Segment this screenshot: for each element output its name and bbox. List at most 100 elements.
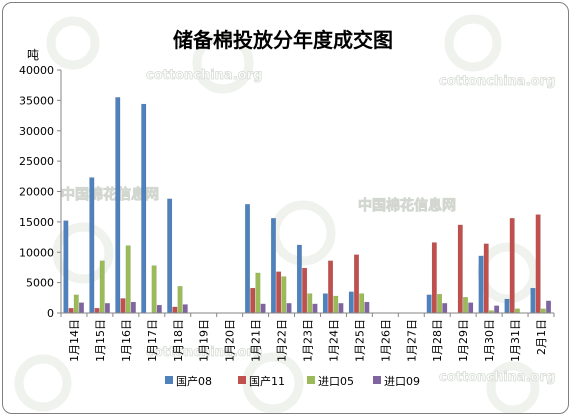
series-2 bbox=[68, 214, 541, 314]
watermarks: cottonchina.org cottonchina.org 中国棉花信息网 … bbox=[61, 68, 556, 386]
y-axis-unit-label: 吨 bbox=[27, 48, 39, 62]
x-tick-label: 1月27日 bbox=[405, 319, 418, 362]
x-tick-label: 1月24日 bbox=[327, 319, 340, 362]
watermark: cottonchina.org bbox=[146, 68, 262, 83]
legend-swatch bbox=[373, 376, 381, 384]
bar bbox=[255, 272, 261, 314]
bar bbox=[286, 303, 292, 314]
bar bbox=[63, 220, 69, 314]
x-tick-label: 1月28日 bbox=[431, 319, 444, 362]
bar bbox=[312, 303, 318, 314]
y-tick-label: 25000 bbox=[19, 155, 54, 168]
bar bbox=[276, 271, 282, 314]
bar bbox=[245, 204, 251, 314]
bar bbox=[120, 298, 126, 314]
bar bbox=[281, 276, 287, 314]
bar bbox=[514, 308, 520, 314]
bar bbox=[73, 294, 79, 314]
legend-item: 国产08 bbox=[165, 374, 212, 388]
series-1 bbox=[63, 97, 536, 314]
bar bbox=[156, 304, 162, 314]
bar bbox=[348, 291, 354, 314]
bar bbox=[250, 287, 256, 314]
x-tick-label: 2月1日 bbox=[535, 319, 548, 355]
y-axis: 0 5000 10000 15000 20000 25000 30000 35000 40000 bbox=[19, 64, 61, 320]
bar bbox=[68, 307, 74, 314]
bar bbox=[540, 308, 546, 314]
bar bbox=[442, 303, 448, 314]
bar bbox=[130, 301, 136, 314]
series-3 bbox=[73, 245, 546, 314]
bar bbox=[302, 267, 308, 314]
bar bbox=[115, 97, 121, 314]
legend-item: 进口05 bbox=[307, 375, 354, 388]
bar bbox=[364, 301, 370, 314]
watermark: cottonchina.org bbox=[439, 370, 555, 385]
bar bbox=[141, 103, 147, 314]
bar bbox=[333, 295, 339, 314]
bar bbox=[99, 260, 105, 314]
legend: 国产08 国产11 进口05 进口09 bbox=[165, 374, 420, 388]
bar bbox=[78, 302, 84, 314]
bar bbox=[182, 304, 188, 314]
watermark: 中国棉花信息网 bbox=[358, 197, 456, 214]
legend-label: 进口05 bbox=[318, 375, 354, 388]
bar bbox=[172, 306, 178, 314]
bar bbox=[260, 303, 266, 314]
legend-swatch bbox=[238, 376, 246, 384]
x-axis: 1月14日 1月15日 1月16日 1月17日 1月18日 1月19日 1月20日 1月21日… bbox=[68, 319, 548, 362]
bar bbox=[307, 293, 313, 314]
bar bbox=[468, 302, 474, 314]
bar bbox=[125, 245, 131, 314]
legend-item: 进口09 bbox=[373, 375, 420, 388]
x-tick-label: 1月22日 bbox=[276, 319, 289, 362]
bar bbox=[494, 305, 500, 314]
y-tick-label: 10000 bbox=[19, 246, 54, 259]
bar bbox=[546, 300, 552, 314]
bar bbox=[322, 293, 328, 314]
x-tick-label: 1月16日 bbox=[120, 319, 133, 362]
bar bbox=[431, 242, 437, 314]
bar bbox=[94, 307, 100, 314]
y-tick-label: 40000 bbox=[19, 64, 54, 77]
y-tick-label: 30000 bbox=[19, 125, 54, 138]
bar bbox=[530, 287, 536, 314]
x-tick-label: 1月20日 bbox=[224, 319, 237, 362]
legend-swatch bbox=[165, 376, 173, 384]
x-tick-label: 1月19日 bbox=[198, 319, 211, 362]
bar bbox=[359, 293, 365, 314]
bar bbox=[296, 244, 302, 314]
bar bbox=[478, 255, 484, 314]
bar bbox=[151, 265, 157, 314]
bar bbox=[167, 198, 173, 314]
x-tick-label: 1月14日 bbox=[68, 319, 81, 362]
bar bbox=[353, 254, 359, 314]
y-tick-label: 0 bbox=[47, 307, 54, 320]
legend-label: 进口09 bbox=[384, 375, 420, 388]
chart-svg: cottonchina.org cottonchina.org 中国棉花信息网 … bbox=[14, 14, 556, 413]
bar bbox=[483, 243, 489, 314]
x-tick-label: 1月31日 bbox=[509, 319, 522, 362]
bar bbox=[426, 294, 432, 314]
x-tick-label: 1月18日 bbox=[172, 319, 185, 362]
legend-swatch bbox=[307, 376, 315, 384]
bar bbox=[457, 224, 463, 314]
y-tick-label: 20000 bbox=[19, 186, 54, 199]
x-tick-label: 1月26日 bbox=[379, 319, 392, 362]
legend-label: 国产11 bbox=[249, 374, 285, 388]
x-tick-label: 1月17日 bbox=[146, 319, 159, 362]
x-tick-label: 1月23日 bbox=[302, 319, 315, 362]
watermark: cottonchina.org bbox=[439, 74, 555, 89]
bar bbox=[504, 298, 510, 314]
bar bbox=[270, 218, 276, 314]
watermark: 中国棉花信息网 bbox=[61, 186, 159, 203]
bar bbox=[535, 214, 541, 314]
x-tick-label: 1月30日 bbox=[483, 319, 496, 362]
y-tick-label: 15000 bbox=[19, 216, 54, 229]
bar bbox=[462, 297, 468, 314]
bar bbox=[104, 303, 110, 314]
legend-label: 国产08 bbox=[176, 374, 212, 388]
x-tick-label: 1月15日 bbox=[94, 319, 107, 362]
bar bbox=[328, 260, 334, 314]
